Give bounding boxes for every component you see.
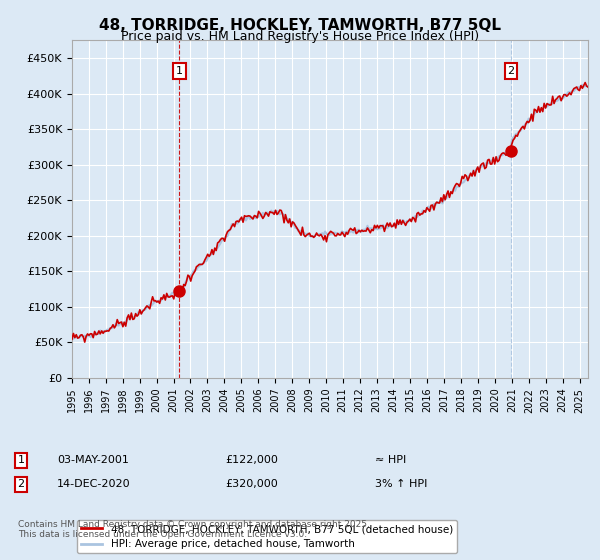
Text: 14-DEC-2020: 14-DEC-2020	[57, 479, 131, 489]
Text: ≈ HPI: ≈ HPI	[375, 455, 406, 465]
Text: 2: 2	[508, 66, 515, 76]
Text: 48, TORRIDGE, HOCKLEY, TAMWORTH, B77 5QL: 48, TORRIDGE, HOCKLEY, TAMWORTH, B77 5QL	[99, 18, 501, 33]
Text: Price paid vs. HM Land Registry's House Price Index (HPI): Price paid vs. HM Land Registry's House …	[121, 30, 479, 43]
Text: £122,000: £122,000	[225, 455, 278, 465]
Text: 3% ↑ HPI: 3% ↑ HPI	[375, 479, 427, 489]
Text: Contains HM Land Registry data © Crown copyright and database right 2025.
This d: Contains HM Land Registry data © Crown c…	[18, 520, 370, 539]
Text: 1: 1	[176, 66, 183, 76]
Text: 2: 2	[17, 479, 25, 489]
Text: £320,000: £320,000	[225, 479, 278, 489]
Legend: 48, TORRIDGE, HOCKLEY, TAMWORTH, B77 5QL (detached house), HPI: Average price, d: 48, TORRIDGE, HOCKLEY, TAMWORTH, B77 5QL…	[77, 520, 457, 553]
Text: 03-MAY-2001: 03-MAY-2001	[57, 455, 129, 465]
Text: 1: 1	[17, 455, 25, 465]
